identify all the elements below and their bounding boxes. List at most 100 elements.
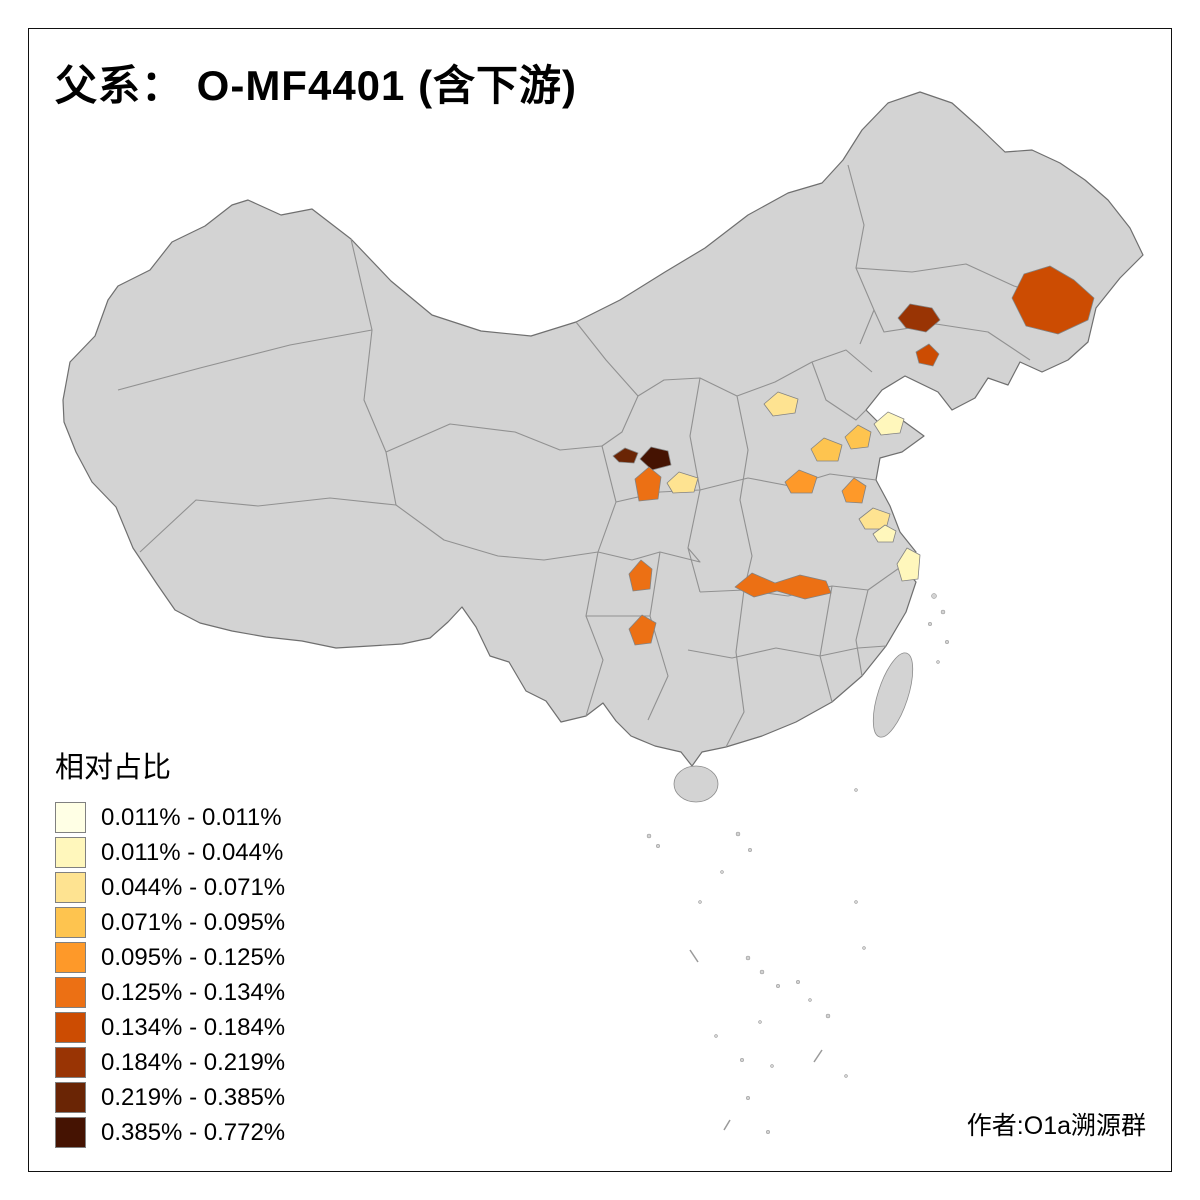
islet xyxy=(808,998,812,1002)
islet xyxy=(854,900,858,904)
legend-item: 0.134% - 0.184% xyxy=(55,1012,285,1043)
coastal-islands xyxy=(854,593,950,792)
islet xyxy=(745,955,751,961)
islet xyxy=(698,900,702,904)
region-hebei-central xyxy=(763,391,799,417)
south-china-sea-islands xyxy=(646,831,866,1135)
islet-dash xyxy=(689,949,699,963)
legend-label: 0.385% - 0.772% xyxy=(101,1118,286,1146)
legend-swatch xyxy=(55,907,86,938)
legend-label: 0.134% - 0.184% xyxy=(101,1013,286,1041)
province-boundary xyxy=(855,589,869,677)
province-boundary xyxy=(647,551,669,721)
china-mainland xyxy=(62,91,1144,767)
legend-item: 0.011% - 0.011% xyxy=(55,802,285,833)
province-boundary xyxy=(736,395,753,591)
legend-swatch xyxy=(55,1117,86,1148)
islet xyxy=(759,969,765,975)
legend-item: 0.125% - 0.134% xyxy=(55,977,285,1008)
region-gansu-southeast-dark xyxy=(612,447,639,464)
legend-swatch xyxy=(55,837,86,868)
legend-label: 0.095% - 0.125% xyxy=(101,943,286,971)
legend-item: 0.044% - 0.071% xyxy=(55,872,285,903)
legend-swatch xyxy=(55,1012,86,1043)
region-henan-north xyxy=(784,469,818,494)
province-boundary xyxy=(601,395,639,447)
islet xyxy=(944,639,950,645)
islet xyxy=(735,831,741,837)
legend-swatch xyxy=(55,1082,86,1113)
legend-label: 0.011% - 0.044% xyxy=(101,838,284,866)
legend-item: 0.385% - 0.772% xyxy=(55,1117,285,1148)
region-sichuan-central xyxy=(628,559,653,592)
region-shandong-west xyxy=(810,437,843,462)
region-jiangsu-south-pale xyxy=(872,524,897,543)
islet xyxy=(862,946,866,950)
legend-swatch xyxy=(55,872,86,903)
legend-item: 0.095% - 0.125% xyxy=(55,942,285,973)
islet xyxy=(844,1074,848,1078)
islet xyxy=(770,1064,774,1068)
legend-item: 0.219% - 0.385% xyxy=(55,1082,285,1113)
province-boundary xyxy=(117,329,373,391)
region-hunan-hubei-band xyxy=(734,572,832,600)
legend: 相对占比 0.011% - 0.011% 0.011% - 0.044% 0.0… xyxy=(55,744,285,1152)
islet xyxy=(655,843,661,849)
legend-title: 相对占比 xyxy=(55,752,172,784)
legend-label: 0.219% - 0.385% xyxy=(101,1083,286,1111)
region-jilin-northwest xyxy=(897,303,941,333)
islet-dash xyxy=(813,1049,823,1063)
province-boundary xyxy=(819,585,833,703)
province-boundary xyxy=(811,361,867,421)
legend-item: 0.011% - 0.044% xyxy=(55,837,285,868)
province-boundary xyxy=(687,645,887,659)
legend-swatch xyxy=(55,1047,86,1078)
islet xyxy=(825,1013,831,1019)
islet xyxy=(758,1020,762,1024)
islet xyxy=(714,1034,718,1038)
islet xyxy=(854,788,858,792)
legend-label: 0.125% - 0.134% xyxy=(101,978,286,1006)
province-boundary xyxy=(615,473,877,503)
islet xyxy=(739,1057,745,1063)
legend-swatch xyxy=(55,802,86,833)
author-credit: 作者:O1a溯源群 xyxy=(966,1112,1146,1140)
hainan-island xyxy=(673,765,719,803)
legend-label: 0.011% - 0.011% xyxy=(101,803,282,831)
region-shandong-east-pale xyxy=(873,411,905,436)
islet xyxy=(775,983,781,989)
legend-label: 0.071% - 0.095% xyxy=(101,908,286,936)
islet xyxy=(931,593,937,599)
region-heilongjiang-east xyxy=(1011,265,1095,335)
islet xyxy=(927,621,933,627)
legend-item: 0.071% - 0.095% xyxy=(55,907,285,938)
islet xyxy=(747,847,753,853)
region-gansu-tianshui xyxy=(634,466,662,502)
islet xyxy=(936,660,940,664)
region-jiangsu-central-pale xyxy=(858,507,891,530)
province-boundary xyxy=(585,551,604,717)
legend-label: 0.044% - 0.071% xyxy=(101,873,286,901)
region-shaanxi-central-pale xyxy=(666,471,699,494)
highlight-regions xyxy=(612,265,1095,646)
region-guizhou-central xyxy=(628,614,657,646)
islet xyxy=(745,1095,751,1101)
islet xyxy=(720,870,724,874)
province-boundary xyxy=(575,321,873,397)
islet xyxy=(765,1129,771,1135)
province-boundary xyxy=(873,309,1031,361)
province-boundary xyxy=(725,589,745,748)
figure-title: 父系： O-MF4401 (含下游) xyxy=(55,62,578,109)
legend-swatch xyxy=(55,977,86,1008)
region-shanghai-zhejiang-pale xyxy=(896,547,921,582)
region-liaoning-south xyxy=(915,343,940,367)
islet xyxy=(940,609,946,615)
islet xyxy=(646,833,652,839)
taiwan-island xyxy=(872,652,914,738)
region-jiangsu-northwest xyxy=(841,477,867,504)
legend-label: 0.184% - 0.219% xyxy=(101,1048,286,1076)
islet xyxy=(795,979,801,985)
legend-item: 0.184% - 0.219% xyxy=(55,1047,285,1078)
